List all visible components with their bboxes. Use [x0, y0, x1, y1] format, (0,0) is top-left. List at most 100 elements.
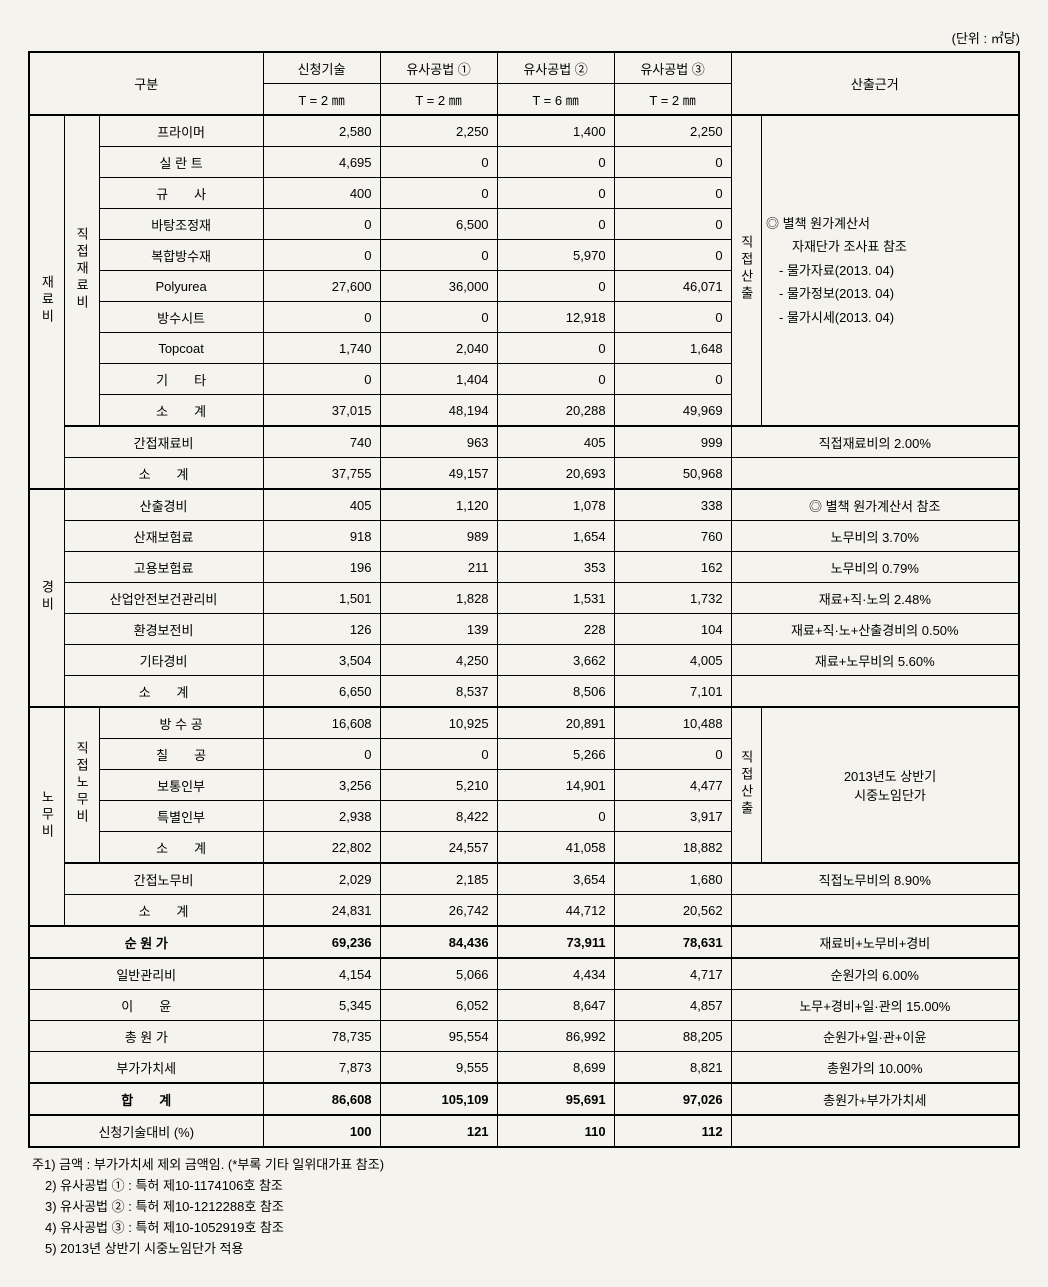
row-otherexp-v3: 4,005 [614, 645, 731, 676]
basis-indlab: 직접노무비의 8.90% [731, 863, 1019, 895]
row-common-v1: 5,210 [380, 770, 497, 801]
row-indmat-v2: 405 [497, 426, 614, 458]
row-totcost-label: 총 원 가 [29, 1021, 263, 1052]
row-wp-label: 방 수 공 [99, 707, 263, 739]
row-common-v3: 4,477 [614, 770, 731, 801]
row-polyurea-v0: 27,600 [263, 271, 380, 302]
hdr-col3: 유사공법 ③ [614, 52, 731, 84]
hdr-col2: 유사공법 ② [497, 52, 614, 84]
row-grand-v1: 105,109 [380, 1083, 497, 1115]
row-indins-v0: 918 [263, 521, 380, 552]
row-polyurea-v3: 46,071 [614, 271, 731, 302]
row-matsub-v0: 37,015 [263, 395, 380, 427]
note-4: 4) 유사공법 ③ : 특허 제10-1052919호 참조 [32, 1217, 1020, 1236]
row-compound-v1: 0 [380, 240, 497, 271]
cat-labor: 노무비 [29, 707, 64, 926]
cat-direct-labor: 직접노무비 [64, 707, 99, 863]
cost-table: 구분 신청기술 유사공법 ① 유사공법 ② 유사공법 ③ 산출근거 T = 2 … [28, 51, 1020, 1148]
row-sheet-v0: 0 [263, 302, 380, 333]
row-wp-v0: 16,608 [263, 707, 380, 739]
row-genmgmt-v1: 5,066 [380, 958, 497, 990]
row-compound-v3: 0 [614, 240, 731, 271]
row-sheet-v2: 12,918 [497, 302, 614, 333]
row-empins-v0: 196 [263, 552, 380, 583]
row-calcexp-v2: 1,078 [497, 489, 614, 521]
row-baseadj-v3: 0 [614, 209, 731, 240]
row-profit-v3: 4,857 [614, 990, 731, 1021]
basis-mat: ◎ 별책 원가계산서 자재단가 조사표 참조 - 물가자료(2013. 04) … [762, 115, 1020, 426]
row-mattot-v1: 49,157 [380, 458, 497, 490]
row-topcoat-v0: 1,740 [263, 333, 380, 364]
row-labtot-label: 소 계 [64, 895, 263, 927]
row-indlab-v3: 1,680 [614, 863, 731, 895]
row-indins-v1: 989 [380, 521, 497, 552]
row-primer-v2: 1,400 [497, 115, 614, 147]
row-safety-v1: 1,828 [380, 583, 497, 614]
row-safety-v0: 1,501 [263, 583, 380, 614]
row-matsub-label: 소 계 [99, 395, 263, 427]
row-vat-v2: 8,699 [497, 1052, 614, 1084]
row-baseadj-label: 바탕조정재 [99, 209, 263, 240]
row-labtot-v0: 24,831 [263, 895, 380, 927]
row-compound-label: 복합방수재 [99, 240, 263, 271]
row-silica-v2: 0 [497, 178, 614, 209]
row-labsub-v1: 24,557 [380, 832, 497, 864]
row-common-v2: 14,901 [497, 770, 614, 801]
row-sheet-label: 방수시트 [99, 302, 263, 333]
row-exptot-v3: 7,101 [614, 676, 731, 708]
row-polyurea-v1: 36,000 [380, 271, 497, 302]
basis-profit: 노무+경비+일·관의 15.00% [731, 990, 1019, 1021]
row-vat-v0: 7,873 [263, 1052, 380, 1084]
basis-indins: 노무비의 3.70% [731, 521, 1019, 552]
row-topcoat-v3: 1,648 [614, 333, 731, 364]
row-matsub-v2: 20,288 [497, 395, 614, 427]
note-5: 5) 2013년 상반기 시중노임단가 적용 [32, 1238, 1020, 1257]
row-labsub-v2: 41,058 [497, 832, 614, 864]
row-grand-label: 합 계 [29, 1083, 263, 1115]
row-ratio-label: 신청기술대비 (%) [29, 1115, 263, 1147]
row-profit-v0: 5,345 [263, 990, 380, 1021]
row-ratio-v1: 121 [380, 1115, 497, 1147]
basis-mattot [731, 458, 1019, 490]
row-vat-v1: 9,555 [380, 1052, 497, 1084]
cat-direct-calc-lab: 직접산출 [731, 707, 761, 863]
note-2: 2) 유사공법 ① : 특허 제10-1174106호 참조 [32, 1175, 1020, 1194]
row-genmgmt-v3: 4,717 [614, 958, 731, 990]
row-sealant-v3: 0 [614, 147, 731, 178]
row-special-label: 특별인부 [99, 801, 263, 832]
row-etc-label: 기 타 [99, 364, 263, 395]
row-totcost-v2: 86,992 [497, 1021, 614, 1052]
cat-direct-calc-mat: 직접산출 [731, 115, 761, 426]
hdr-t0: T = 2 ㎜ [263, 84, 380, 116]
row-genmgmt-v0: 4,154 [263, 958, 380, 990]
row-compound-v2: 5,970 [497, 240, 614, 271]
row-env-v2: 228 [497, 614, 614, 645]
row-netcost-v0: 69,236 [263, 926, 380, 958]
row-indmat-v3: 999 [614, 426, 731, 458]
hdr-t3: T = 2 ㎜ [614, 84, 731, 116]
basis-safety: 재료+직·노의 2.48% [731, 583, 1019, 614]
row-painter-label: 칠 공 [99, 739, 263, 770]
row-sealant-v0: 4,695 [263, 147, 380, 178]
row-baseadj-v2: 0 [497, 209, 614, 240]
row-env-v0: 126 [263, 614, 380, 645]
row-painter-v1: 0 [380, 739, 497, 770]
basis-netcost: 재료비+노무비+경비 [731, 926, 1019, 958]
row-otherexp-v0: 3,504 [263, 645, 380, 676]
row-silica-v3: 0 [614, 178, 731, 209]
row-indlab-v2: 3,654 [497, 863, 614, 895]
row-indmat-v1: 963 [380, 426, 497, 458]
row-special-v0: 2,938 [263, 801, 380, 832]
row-totcost-v1: 95,554 [380, 1021, 497, 1052]
row-primer-v3: 2,250 [614, 115, 731, 147]
row-profit-v1: 6,052 [380, 990, 497, 1021]
row-matsub-v3: 49,969 [614, 395, 731, 427]
row-calcexp-v1: 1,120 [380, 489, 497, 521]
row-labtot-v1: 26,742 [380, 895, 497, 927]
row-netcost-label: 순 원 가 [29, 926, 263, 958]
row-empins-label: 고용보험료 [64, 552, 263, 583]
row-env-label: 환경보전비 [64, 614, 263, 645]
row-etc-v1: 1,404 [380, 364, 497, 395]
basis-empins: 노무비의 0.79% [731, 552, 1019, 583]
row-wp-v1: 10,925 [380, 707, 497, 739]
